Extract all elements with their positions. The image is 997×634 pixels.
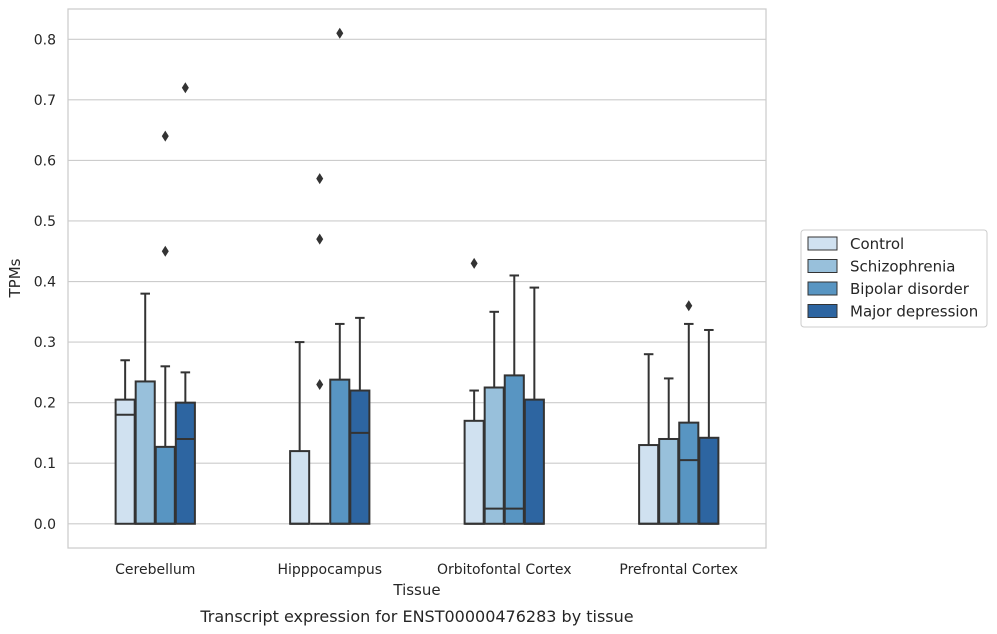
- y-tick-label: 0.3: [34, 335, 56, 351]
- legend-swatch: [807, 259, 838, 273]
- x-tick-label: Orbitofontal Cortex: [437, 562, 572, 578]
- y-tick-label: 0.2: [34, 396, 56, 412]
- x-tick-labels: Cerebellum Hipppocampus Orbitofontal Corte…: [115, 562, 738, 578]
- box-iqr: [523, 398, 545, 525]
- outlier-point: [316, 378, 324, 390]
- chart-caption: Transcript expression for ENST0000047628…: [199, 607, 633, 626]
- box-iqr: [329, 378, 351, 525]
- box-2-3: [523, 286, 545, 525]
- box-3-1: [658, 377, 680, 525]
- box-3-2: [678, 300, 700, 525]
- x-tick-label: Prefrontal Cortex: [619, 562, 738, 578]
- plot-frame: [67, 8, 767, 549]
- outlier-point: [181, 82, 189, 94]
- box-iqr: [698, 436, 720, 525]
- box-iqr: [134, 380, 156, 525]
- box-1-2: [329, 27, 351, 525]
- box-2-2: [503, 274, 525, 525]
- x-tick-label: Hipppocampus: [277, 562, 382, 578]
- box-2-0: [463, 257, 485, 525]
- box-0-1: [134, 292, 156, 525]
- x-axis-title: Tissue: [392, 581, 440, 599]
- box-iqr: [349, 389, 371, 525]
- box-3-0: [638, 353, 660, 525]
- box-iqr: [289, 450, 311, 525]
- legend-label: Bipolar disorder: [850, 280, 970, 298]
- legend-swatch: [807, 304, 838, 318]
- box-marks: [114, 27, 720, 525]
- box-iqr: [503, 374, 525, 525]
- box-iqr: [658, 437, 680, 525]
- y-tick-label: 0.0: [34, 517, 56, 533]
- y-tick-label: 0.7: [34, 93, 56, 109]
- legend-label: Major depression: [850, 303, 978, 321]
- box-3-3: [698, 328, 720, 525]
- x-tick-label: Cerebellum: [115, 562, 195, 578]
- box-1-1: [310, 173, 330, 525]
- box-1-0: [289, 341, 311, 525]
- legend-frame: [800, 229, 988, 328]
- y-tick-label: 0.6: [34, 153, 56, 169]
- legend-swatch: [807, 281, 838, 296]
- y-axis-title: TPMs: [6, 258, 24, 298]
- y-tick-label: 0.5: [34, 214, 56, 230]
- y-tick-label: 0.1: [34, 456, 56, 472]
- box-0-2: [154, 130, 176, 525]
- legend-label: Schizophrenia: [850, 258, 955, 276]
- y-tick-label: 0.4: [34, 275, 56, 291]
- box-1-3: [349, 316, 371, 525]
- y-tick-label: 0.8: [34, 32, 56, 48]
- box-iqr: [483, 386, 505, 525]
- box-2-1: [483, 310, 505, 525]
- legend-label: Control: [850, 235, 904, 253]
- box-iqr: [463, 419, 485, 525]
- box-0-0: [114, 359, 136, 525]
- box-iqr: [174, 401, 196, 525]
- y-tick-labels: 0.0 0.1 0.2 0.3 0.4 0.5 0.6 0.7 0.8: [34, 32, 56, 532]
- box-iqr: [154, 445, 176, 525]
- outlier-point: [685, 300, 693, 312]
- outlier-point: [336, 27, 344, 39]
- legend-swatch: [807, 236, 838, 251]
- outlier-point: [470, 257, 478, 269]
- outlier-point: [161, 245, 169, 257]
- box-iqr: [638, 444, 660, 525]
- box-iqr: [114, 398, 136, 525]
- box-0-3: [174, 82, 196, 525]
- box-iqr: [678, 421, 700, 525]
- legend: Control Schizophrenia Bipolar disorder Majo…: [800, 229, 988, 328]
- outlier-point: [161, 130, 169, 142]
- outlier-point: [316, 173, 324, 185]
- outlier-point: [316, 233, 324, 245]
